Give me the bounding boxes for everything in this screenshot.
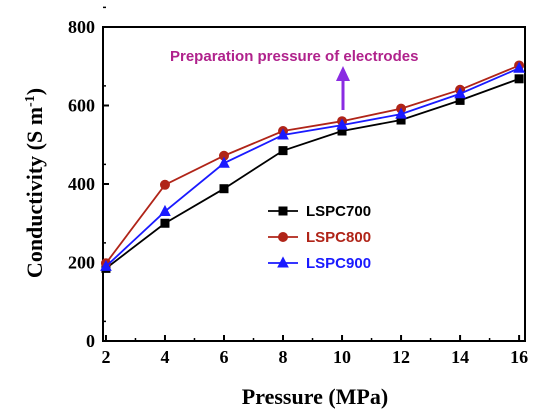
legend-label: LSPC900: [306, 255, 371, 272]
axes: 0 200 400 600 800 2 4 6 8 10 12 14 16: [68, 6, 528, 367]
legend-marker: [278, 232, 288, 242]
y-axis-title-unit: (S m: [22, 107, 47, 150]
legend-item: LSPC700: [268, 203, 371, 220]
legend-marker: [278, 206, 288, 216]
series-line: [105, 67, 520, 268]
data-point: [278, 146, 288, 156]
data-point: [395, 107, 407, 119]
series-line: [105, 64, 520, 264]
x-tick-label: 2: [101, 347, 110, 367]
x-tick-label: 12: [392, 347, 410, 367]
y-tick-label: 400: [68, 174, 95, 194]
data-point: [160, 218, 170, 228]
legend-label: LSPC700: [306, 203, 371, 220]
data-point: [277, 128, 289, 140]
annotation: Preparation pressure of electrodes: [170, 48, 418, 110]
x-tick-label: 6: [219, 347, 228, 367]
series-line: [105, 77, 520, 270]
y-axis-title-unit-sup: -1: [23, 95, 38, 107]
series-lspc900: [100, 61, 525, 271]
series-layer: [100, 60, 525, 273]
y-tick-label: 800: [68, 17, 95, 37]
data-point: [218, 156, 230, 168]
y-tick-label: 600: [68, 96, 95, 116]
data-point: [454, 87, 466, 99]
y-tick-label: 200: [68, 253, 95, 273]
legend-label: LSPC800: [306, 229, 371, 246]
annotation-arrow-head: [336, 66, 350, 81]
annotation-text: Preparation pressure of electrodes: [170, 48, 418, 65]
x-axis-title: Pressure (MPa): [242, 384, 388, 409]
legend-marker: [277, 256, 289, 268]
y-axis-title: Conductivity (S m-1): [22, 88, 47, 278]
series-lspc700: [101, 74, 524, 273]
data-point: [219, 184, 229, 194]
y-tick-label: 0: [86, 331, 95, 351]
legend-item: LSPC800: [268, 229, 371, 246]
data-point: [159, 204, 171, 216]
x-tick-label: 4: [160, 347, 169, 367]
legend-item: LSPC900: [268, 255, 371, 272]
x-tick-label: 16: [510, 347, 528, 367]
y-axis-title-main: Conductivity: [22, 156, 47, 278]
x-tick-label: 8: [279, 347, 288, 367]
data-point: [159, 179, 170, 190]
data-point: [336, 118, 348, 130]
x-tick-label: 10: [333, 347, 351, 367]
legend: LSPC700 LSPC800 LSPC900: [268, 203, 371, 272]
data-point: [513, 61, 525, 73]
data-point: [100, 259, 112, 271]
data-point: [514, 74, 524, 84]
y-axis-title-unit-close: ): [22, 88, 47, 95]
x-tick-label: 14: [451, 347, 469, 367]
